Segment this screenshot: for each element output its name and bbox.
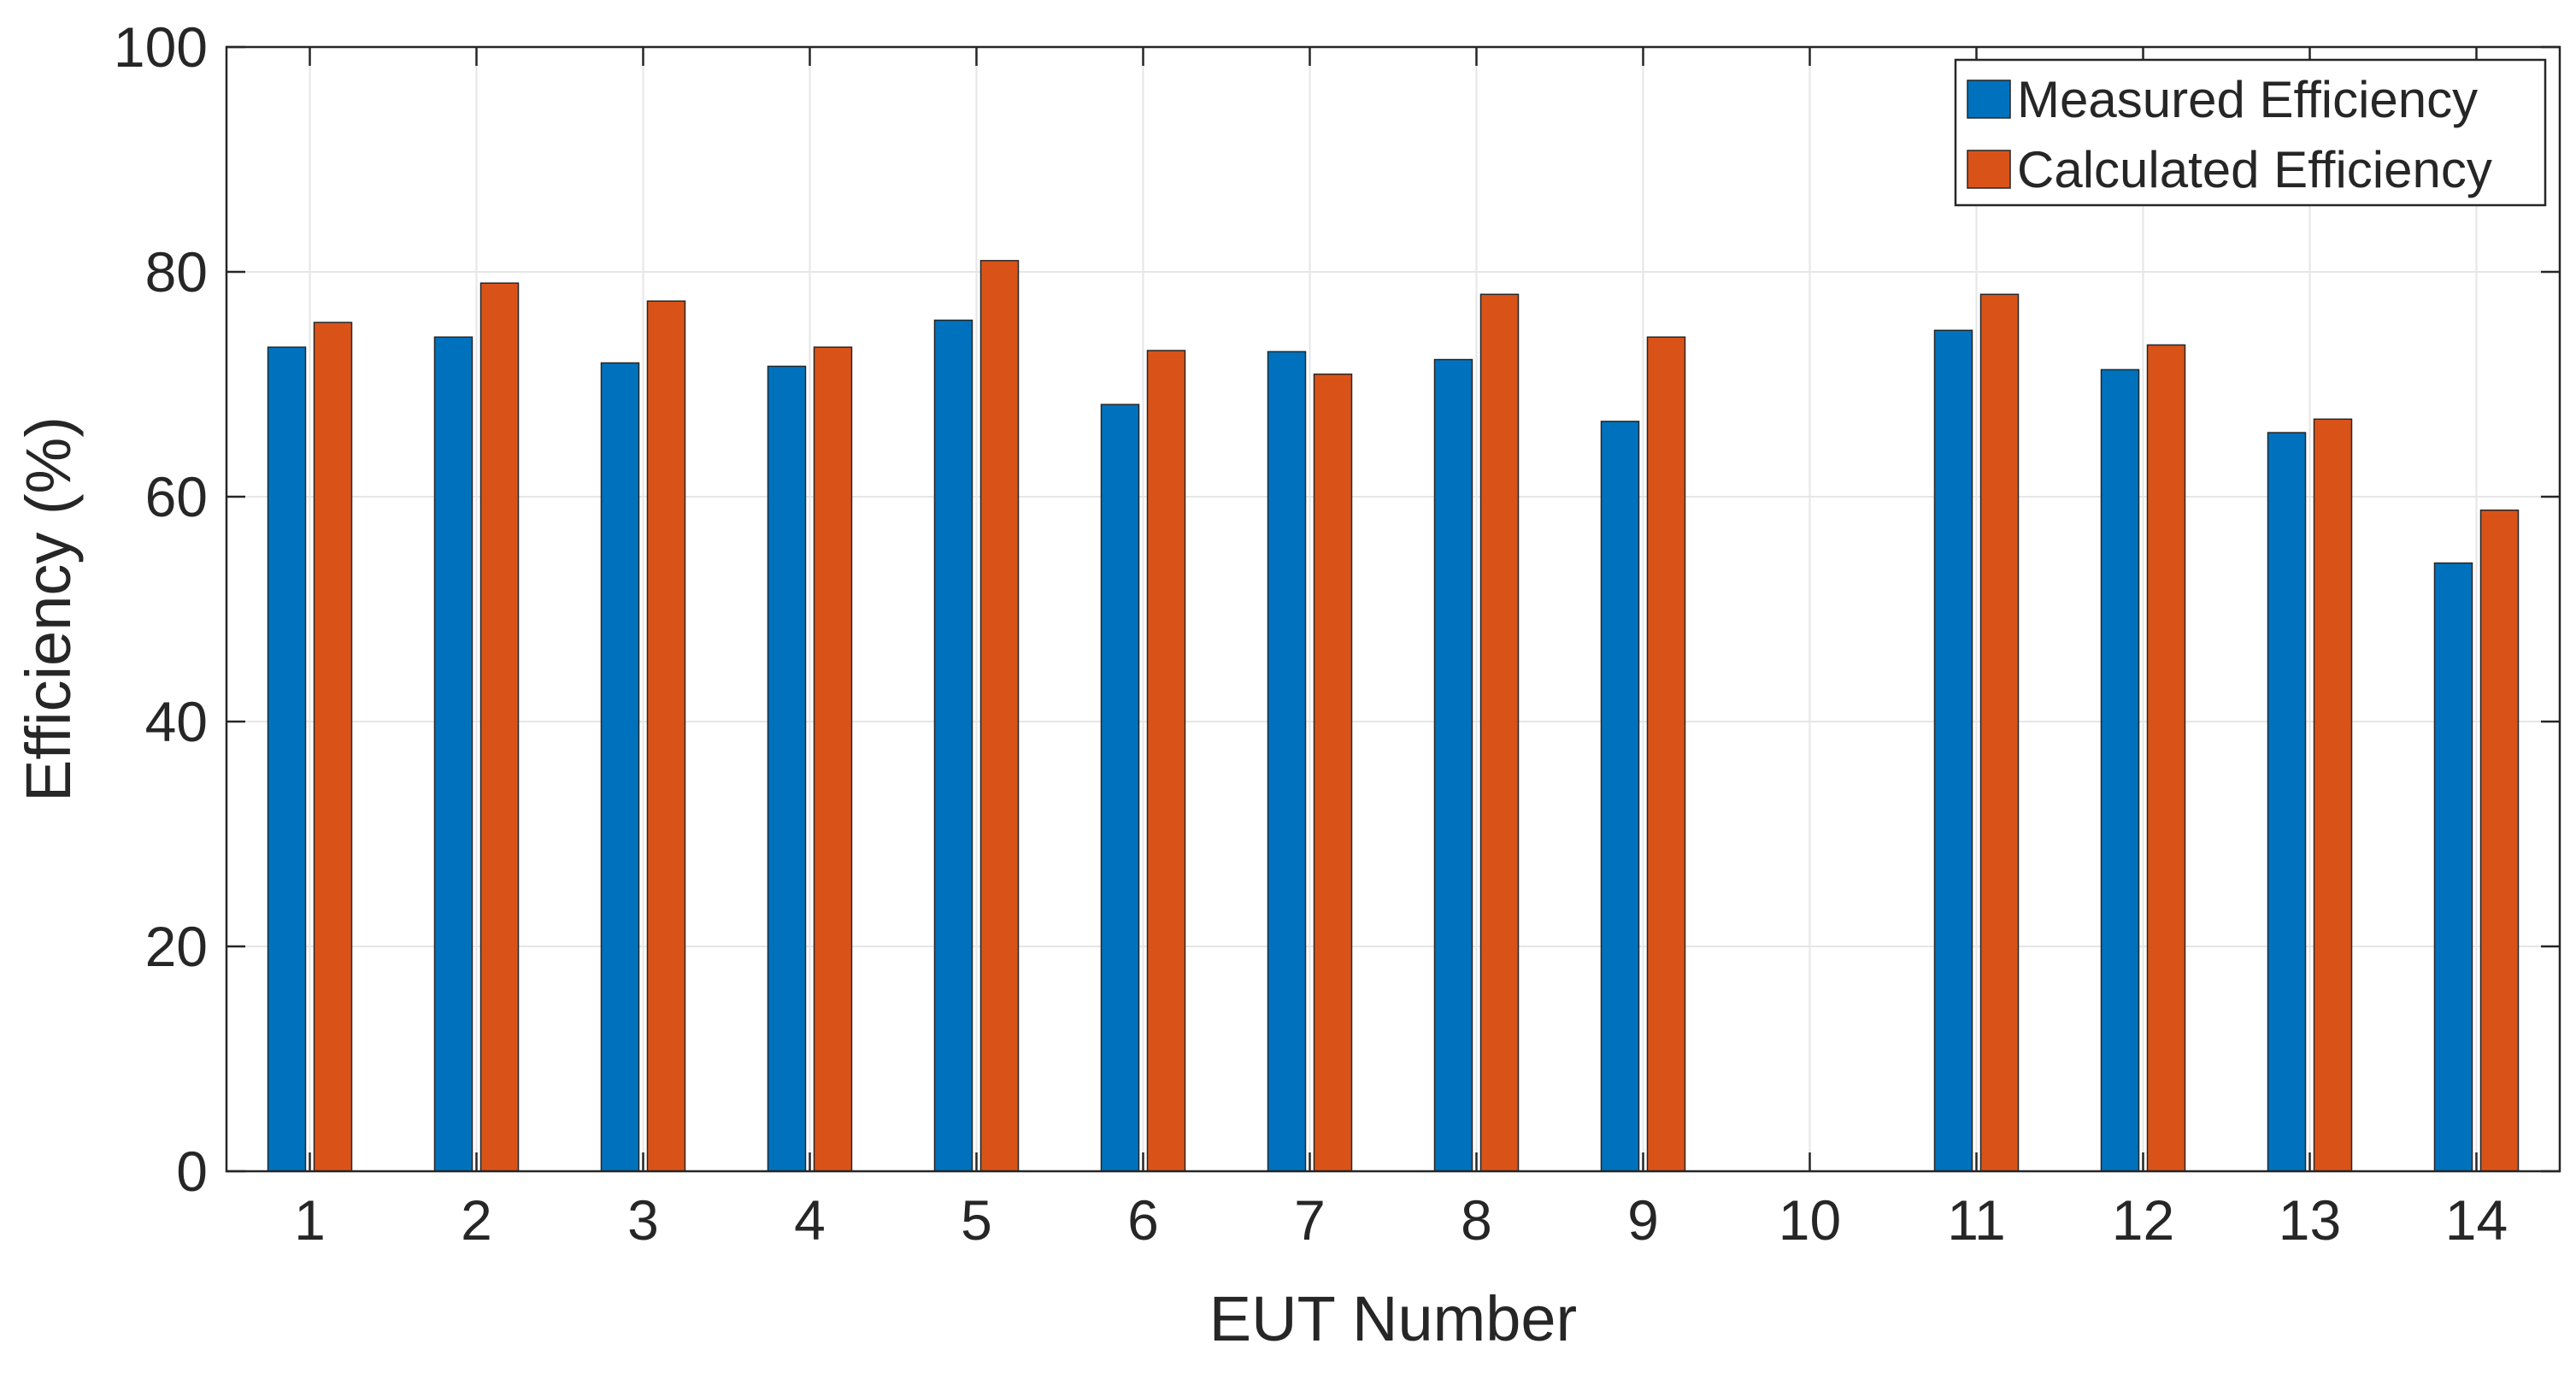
bar-measured	[1433, 358, 1473, 1172]
bar-calculated	[1479, 293, 1520, 1172]
bar-calculated	[813, 346, 853, 1172]
bar-calculated	[2313, 418, 2353, 1172]
x-axis-title: EUT Number	[1209, 1283, 1577, 1354]
bars	[267, 260, 2520, 1172]
y-tick-label: 0	[176, 1140, 208, 1203]
x-tick-label: 10	[1779, 1188, 1841, 1252]
y-tick-label: 100	[114, 15, 208, 79]
bar-measured	[2100, 368, 2140, 1172]
y-tick-label: 60	[145, 465, 208, 528]
bar-measured	[433, 336, 473, 1172]
x-tick-label: 12	[2112, 1188, 2174, 1252]
bar-calculated	[2146, 344, 2186, 1172]
x-tick-label: 2	[461, 1188, 492, 1252]
bar-measured	[2433, 562, 2473, 1172]
legend-swatch-calculated	[1967, 150, 2011, 189]
bar-calculated	[479, 282, 520, 1172]
y-tick-label: 40	[145, 690, 208, 753]
x-tick-label: 11	[1947, 1188, 2006, 1252]
bar-measured	[1933, 329, 1973, 1172]
bar-measured	[1100, 404, 1140, 1172]
x-tick-label: 9	[1627, 1188, 1659, 1252]
bar-calculated	[1979, 293, 2020, 1172]
plot-area-frame	[225, 45, 2561, 1173]
legend-swatch-measured	[1967, 80, 2011, 119]
bar-measured	[767, 365, 807, 1172]
x-tick-label: 5	[961, 1188, 992, 1252]
bar-calculated	[1313, 373, 1353, 1172]
x-tick-label: 8	[1461, 1188, 1492, 1252]
x-tick-label: 3	[627, 1188, 659, 1252]
x-tick-label: 1	[294, 1188, 326, 1252]
x-tick-label: 4	[794, 1188, 826, 1252]
bar-measured	[1600, 421, 1640, 1172]
x-tick-label: 13	[2279, 1188, 2341, 1252]
x-tick-label: 7	[1294, 1188, 1326, 1252]
legend-box	[1954, 58, 2547, 207]
bar-measured	[1267, 351, 1307, 1172]
legend-label-calculated: Calculated Efficiency	[2017, 141, 2492, 198]
bar-calculated	[646, 300, 686, 1172]
bar-measured	[2267, 432, 2307, 1172]
bar-calculated	[1646, 336, 1686, 1172]
y-tick-label: 80	[145, 240, 208, 303]
y-tick-label: 20	[145, 915, 208, 978]
bar-measured	[600, 362, 640, 1172]
bar-calculated	[313, 321, 353, 1172]
legend-label-measured: Measured Efficiency	[2017, 71, 2478, 128]
bar-measured	[933, 319, 973, 1172]
bar-calculated	[2479, 510, 2520, 1172]
bar-calculated	[979, 260, 1020, 1172]
y-axis-title: Efficiency (%)	[13, 416, 84, 802]
x-tick-label: 14	[2445, 1188, 2508, 1252]
bar-calculated	[1146, 350, 1186, 1172]
x-tick-label: 6	[1127, 1188, 1159, 1252]
bar-measured	[267, 346, 307, 1172]
legend: Measured Efficiency Calculated Efficienc…	[1954, 58, 2547, 207]
